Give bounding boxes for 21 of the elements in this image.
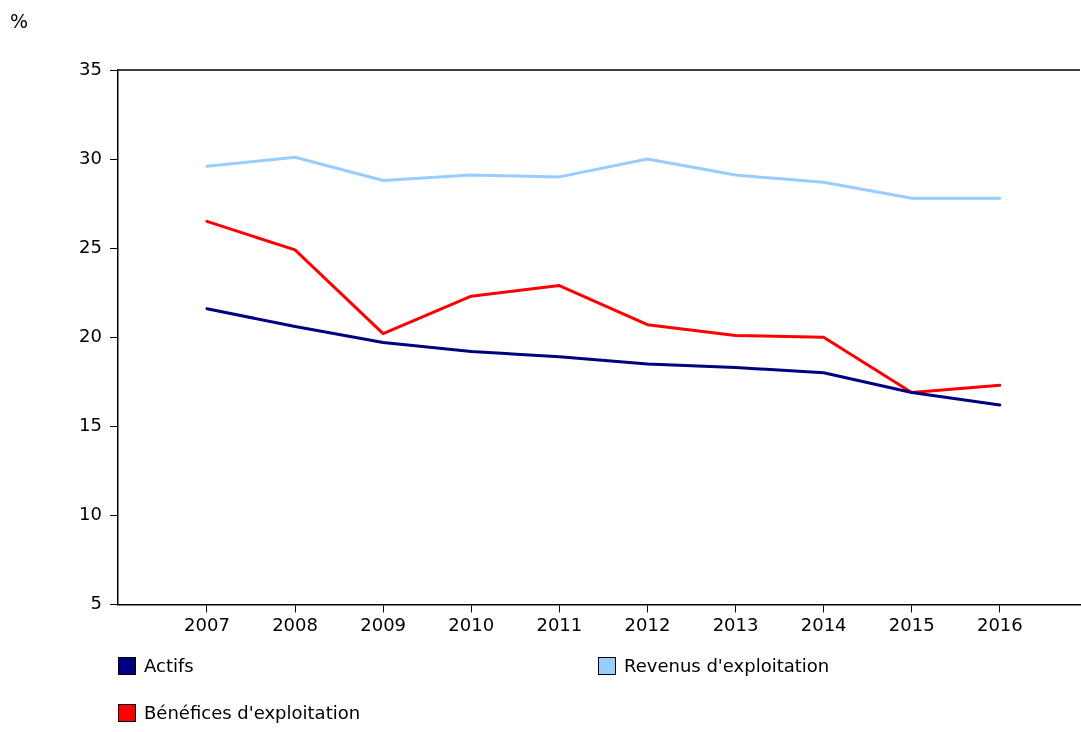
- y-tick-label: 10: [79, 503, 102, 525]
- y-axis-title: %: [10, 10, 29, 32]
- x-tick-label: 2009: [360, 613, 407, 635]
- x-tick-label: 2015: [888, 613, 935, 635]
- y-tick-label: 15: [79, 413, 102, 435]
- x-tick-label: 2008: [272, 613, 318, 635]
- y-tick-label: 25: [79, 235, 102, 257]
- y-tick-label: 35: [79, 57, 102, 79]
- x-tick-label: 2010: [448, 613, 495, 635]
- x-tick-label: 2012: [624, 613, 671, 635]
- x-tick-label: 2013: [712, 613, 759, 635]
- legend-label: Revenus d'exploitation: [624, 655, 830, 676]
- y-tick-label: 20: [79, 324, 102, 346]
- y-tick-label: 5: [90, 592, 102, 614]
- x-tick-label: 2007: [184, 613, 230, 635]
- legend-label: Actifs: [144, 655, 194, 676]
- x-tick-label: 2011: [536, 613, 583, 635]
- x-tick-label: 2016: [976, 613, 1023, 635]
- legend-label: Bénéfices d'exploitation: [144, 702, 361, 723]
- x-tick-label: 2014: [800, 613, 847, 635]
- y-tick-label: 30: [79, 146, 102, 168]
